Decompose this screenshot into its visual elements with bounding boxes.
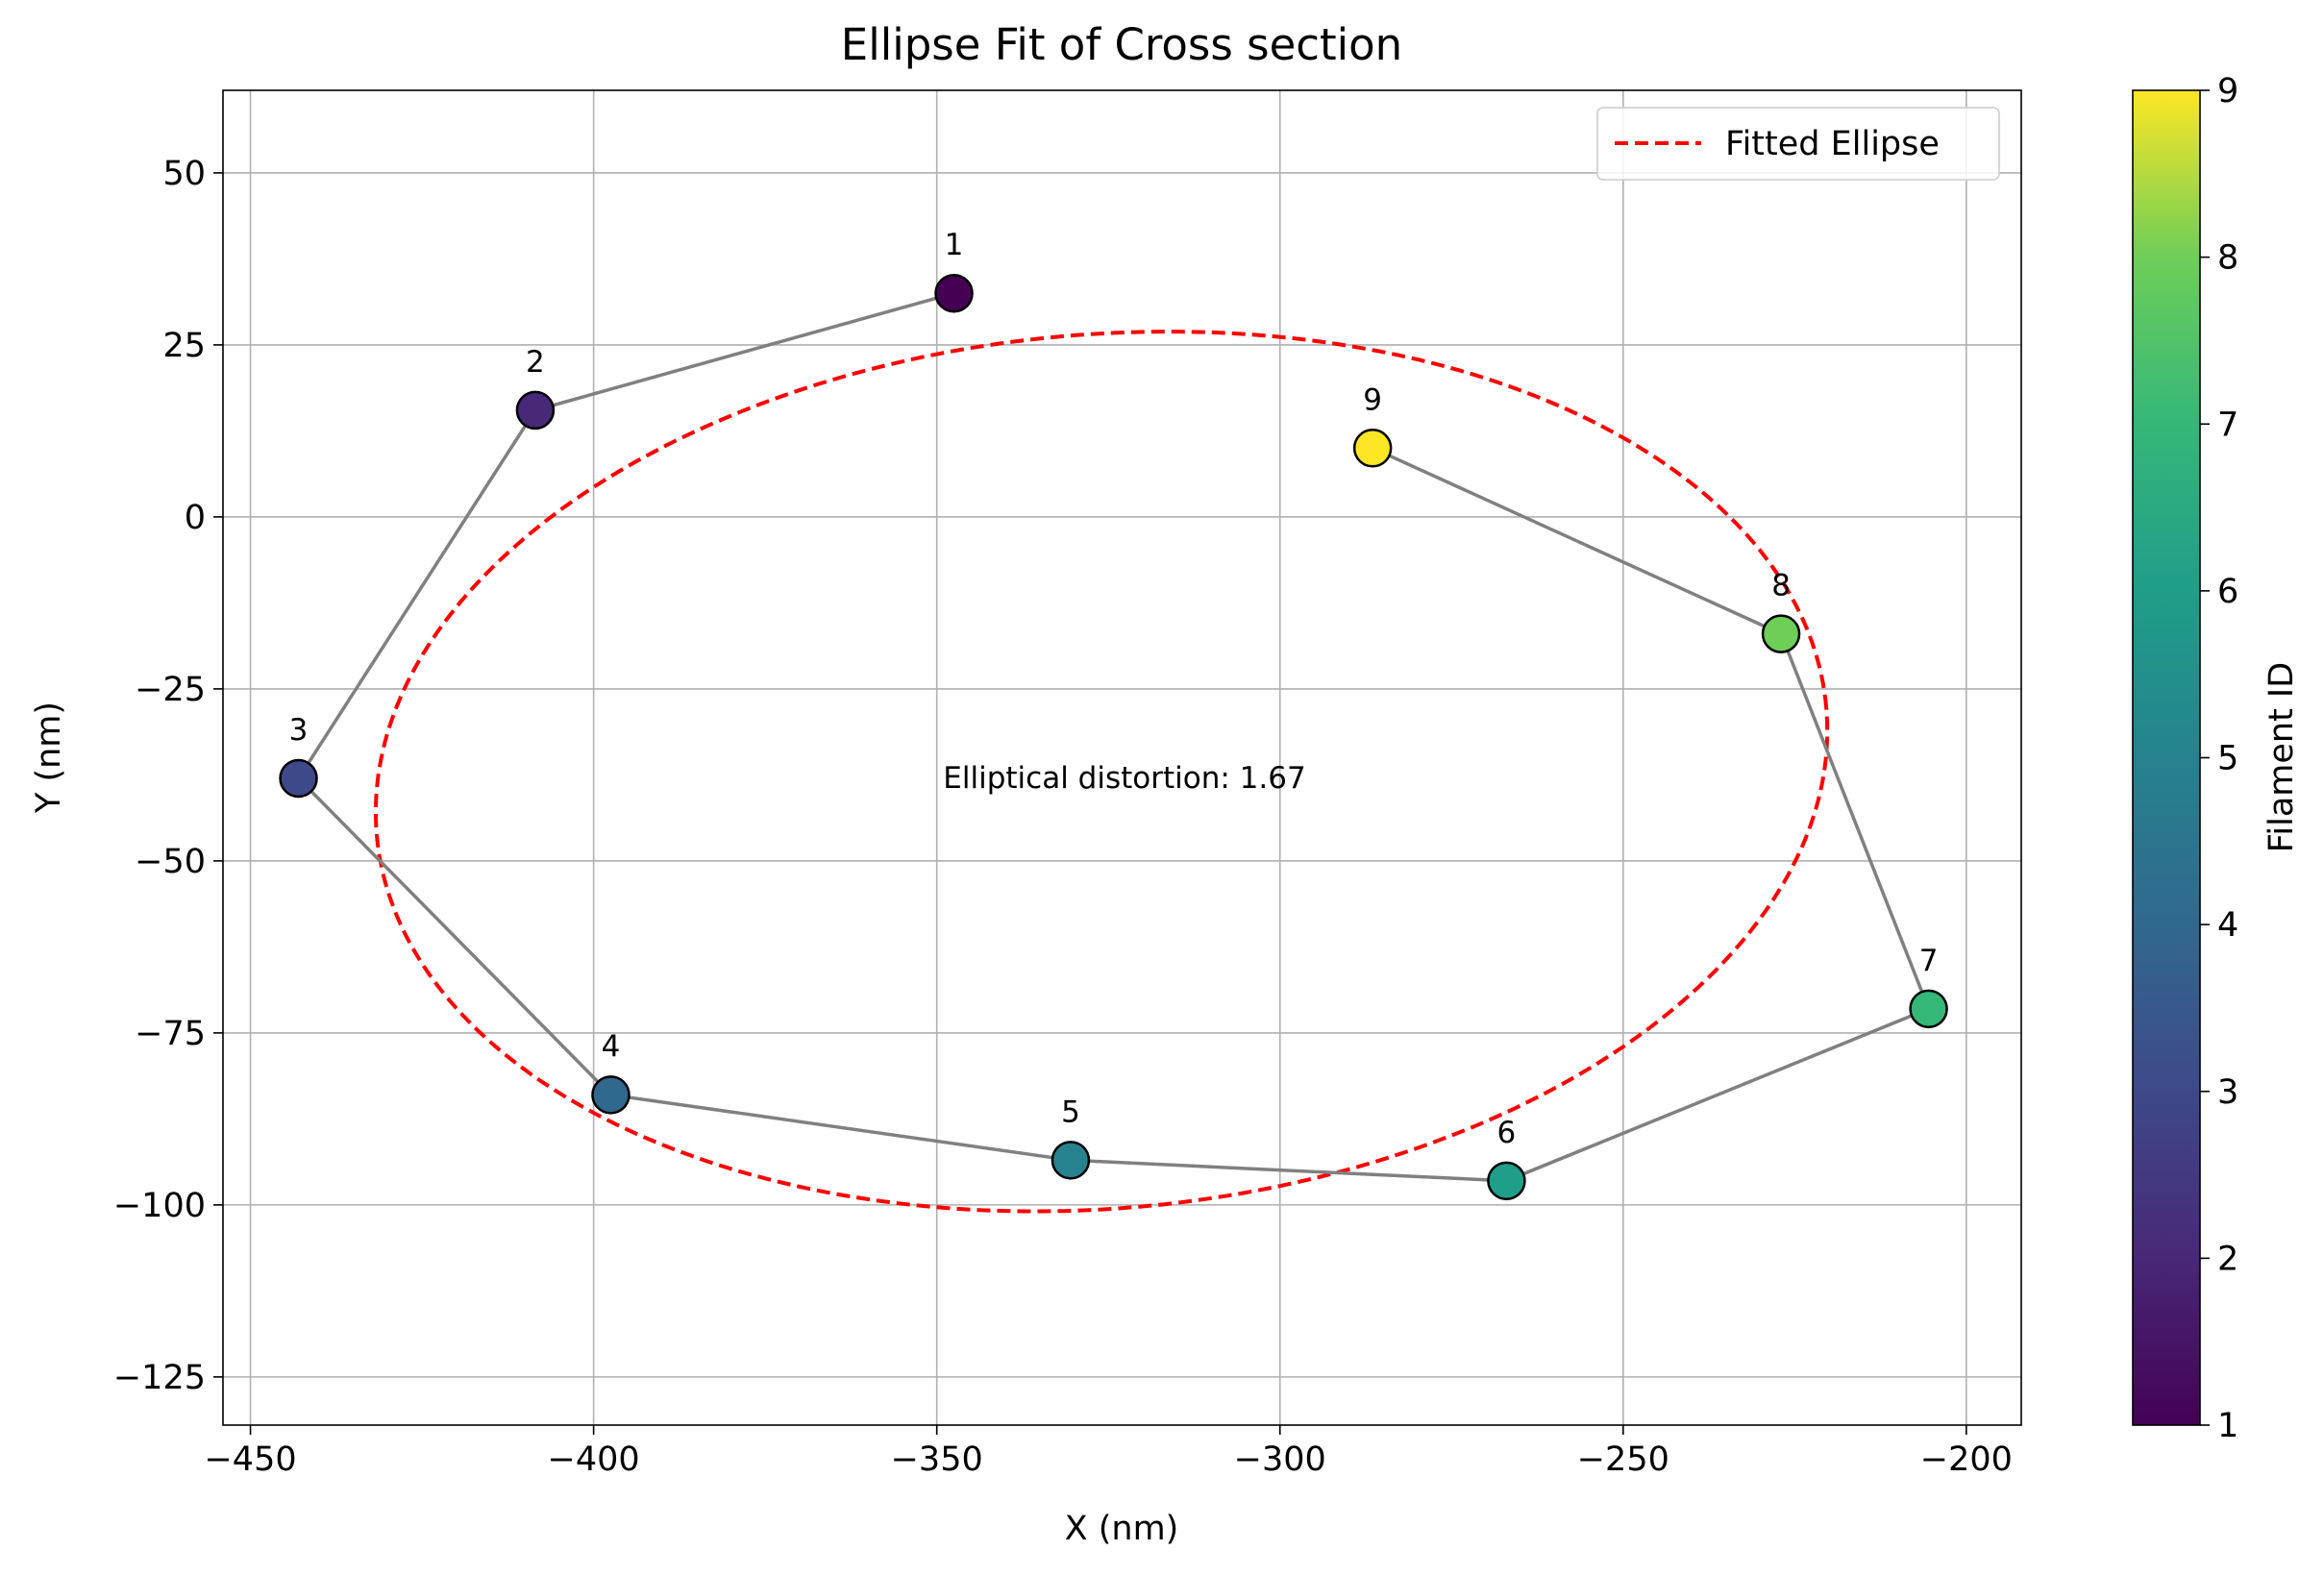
filament-point-7 [1909, 989, 1948, 1029]
point-labels: 1 2 3 4 5 6 7 8 9 [289, 228, 1939, 1150]
x-tick-label: −250 [1577, 1440, 1669, 1479]
filament-point-9 [1352, 429, 1393, 468]
x-tick-label: −400 [548, 1440, 640, 1479]
point-label-6: 6 [1497, 1116, 1517, 1150]
x-tick-label: −350 [891, 1440, 983, 1479]
colorbar-tick-label: 1 [2217, 1407, 2238, 1445]
point-label-4: 4 [602, 1029, 621, 1064]
colorbar-label: Filament ID [2262, 662, 2301, 852]
y-axis-label: Y (nm) [30, 701, 68, 814]
legend: Fitted Ellipse [1596, 107, 2000, 181]
colorbar-ticks: 1 2 3 4 5 6 7 8 9 [2200, 72, 2238, 1445]
y-tick-label: −50 [135, 843, 206, 881]
plot-frame [222, 89, 2022, 1426]
colorbar: 1 2 3 4 5 6 7 8 9 Filament ID [2132, 72, 2301, 1445]
colorbar-tick-label: 6 [2217, 573, 2238, 611]
y-axis-ticks: 50 25 0 −25 −50 −75 −100 −125 [113, 155, 223, 1397]
filament-point-3 [279, 758, 318, 799]
y-tick-label: −25 [135, 671, 206, 709]
filament-point-5 [1051, 1141, 1091, 1180]
point-label-3: 3 [289, 713, 309, 748]
y-tick-label: −125 [113, 1359, 206, 1397]
distortion-annotation: Elliptical distortion: 1.67 [943, 761, 1305, 796]
y-tick-label: 25 [162, 327, 206, 365]
y-tick-label: 0 [185, 499, 206, 537]
point-label-8: 8 [1771, 569, 1791, 603]
x-tick-label: −300 [1234, 1440, 1326, 1479]
x-tick-label: −450 [204, 1440, 296, 1479]
filament-point-8 [1761, 614, 1801, 653]
y-tick-label: 50 [162, 155, 206, 193]
point-label-5: 5 [1061, 1095, 1080, 1129]
colorbar-gradient [2132, 89, 2201, 1426]
colorbar-tick-label: 4 [2217, 906, 2238, 945]
colorbar-tick-label: 2 [2217, 1240, 2238, 1278]
x-axis-label: X (nm) [1065, 1510, 1179, 1548]
filament-point-1 [934, 273, 974, 313]
x-axis-ticks: −450 −400 −350 −300 −250 −200 [204, 1425, 2013, 1479]
filament-point-4 [591, 1075, 630, 1115]
point-label-2: 2 [526, 345, 545, 380]
point-label-7: 7 [1919, 944, 1939, 978]
colorbar-tick-label: 3 [2217, 1073, 2238, 1112]
filament-point-6 [1487, 1161, 1526, 1201]
points-layer [279, 273, 1948, 1201]
fitted-ellipse [373, 330, 1830, 1214]
y-tick-label: −100 [113, 1187, 206, 1225]
filament-point-2 [515, 390, 556, 431]
point-label-9: 9 [1363, 382, 1382, 417]
colorbar-tick-label: 7 [2217, 406, 2238, 444]
chart-title: Ellipse Fit of Cross section [841, 19, 1402, 70]
legend-entry-fitted-ellipse: Fitted Ellipse [1725, 125, 1940, 163]
grid [223, 90, 2021, 1425]
x-tick-label: −200 [1920, 1440, 2013, 1479]
point-label-1: 1 [945, 228, 964, 262]
ellipse-layer [373, 330, 1830, 1214]
colorbar-tick-label: 5 [2217, 740, 2238, 778]
legend-box [1596, 107, 2000, 181]
colorbar-tick-label: 8 [2217, 239, 2238, 278]
y-tick-label: −75 [135, 1015, 206, 1053]
colorbar-tick-label: 9 [2217, 72, 2238, 111]
